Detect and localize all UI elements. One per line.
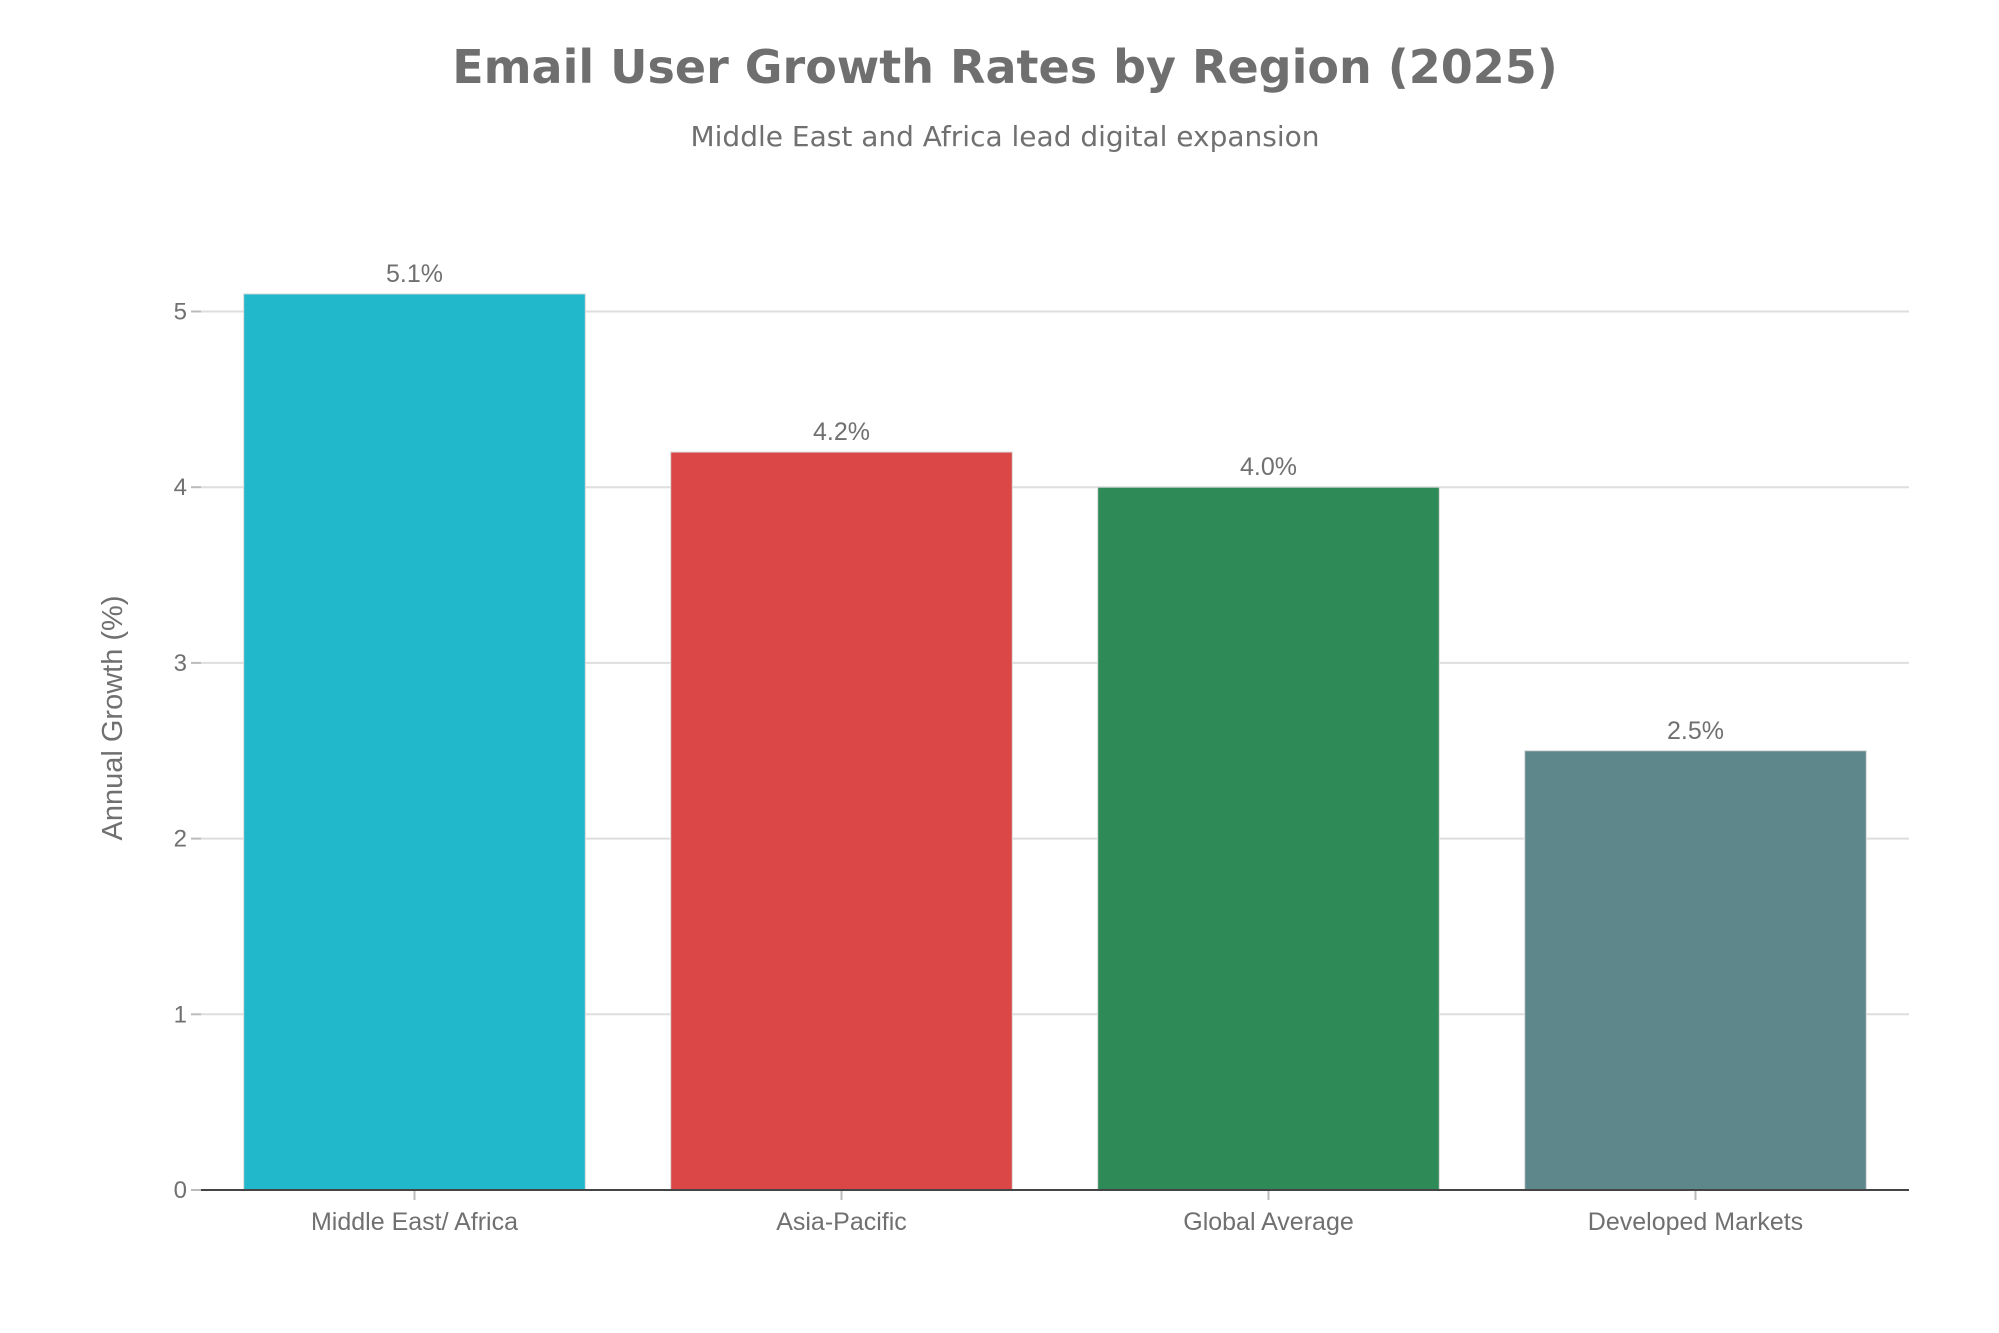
data-label: 5.1%	[386, 260, 443, 288]
y-tick-label: 0	[174, 1177, 187, 1204]
y-axis-label: Annual Growth (%)	[97, 596, 129, 841]
bar-1	[670, 451, 1013, 1191]
y-tick-label: 4	[174, 474, 187, 501]
data-label: 4.0%	[1240, 453, 1297, 481]
x-tick-label: Developed Markets	[1588, 1208, 1803, 1236]
x-tick-label: Global Average	[1183, 1208, 1354, 1236]
y-tick-label: 3	[174, 650, 187, 677]
y-tick-label: 2	[174, 826, 187, 853]
bar-3	[1524, 750, 1867, 1191]
y-tick-label: 1	[174, 1001, 187, 1028]
chart-title: Email User Growth Rates by Region (2025)	[452, 40, 1558, 94]
x-tick-label: Asia-Pacific	[776, 1208, 907, 1236]
data-label: 4.2%	[813, 418, 870, 446]
y-tick-label: 5	[174, 299, 187, 326]
bar-0	[243, 293, 586, 1191]
data-label: 2.5%	[1667, 717, 1724, 745]
chart-subtitle: Middle East and Africa lead digital expa…	[690, 120, 1320, 153]
bar-2	[1097, 486, 1440, 1191]
x-tick-label: Middle East/ Africa	[311, 1208, 518, 1236]
